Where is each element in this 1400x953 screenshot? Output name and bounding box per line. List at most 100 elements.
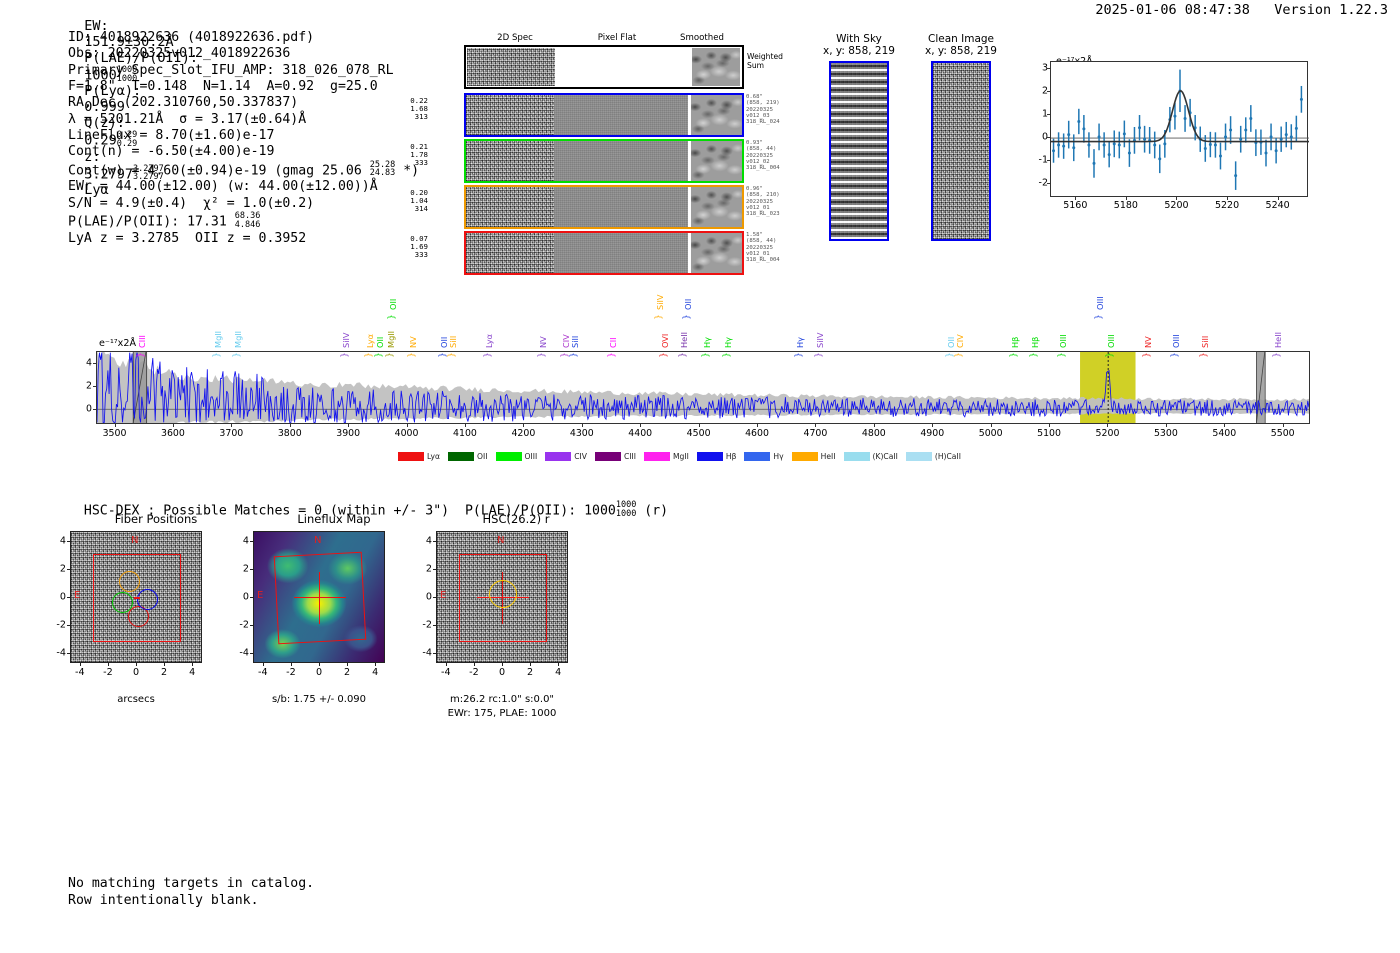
info-line-fwhm: F=1.8" T=0.148 N=1.14 A=0.92 g=25.0 (68, 79, 378, 95)
legend-swatch (696, 452, 723, 461)
fiber-circle (137, 588, 159, 610)
fullspec-xtick-mark (289, 424, 291, 427)
legend-label: HeII (820, 452, 836, 461)
panel-xtick: 2 (161, 667, 168, 678)
panel-xtick-mark (164, 663, 166, 666)
legend-label: Hβ (725, 452, 737, 461)
linefit-ytick-mark (1047, 114, 1050, 116)
lineflux-map-caption: s/b: 1.75 +/- 0.090 (271, 694, 367, 705)
cutout-subtitle-with-sky: x, y: 858, 219 (823, 45, 895, 57)
panel-ytick-mark (67, 568, 70, 570)
linefit-xtick: 5200 (1164, 200, 1189, 211)
linefit-ytick-mark (1047, 160, 1050, 162)
fiber-metric: 333 (414, 158, 428, 168)
panel-ytick-mark (433, 540, 436, 542)
emission-line-brace: { (1197, 352, 1208, 358)
timestamp-version: 2025-01-06 08:47:38 Version 1.22.3 (1095, 2, 1388, 18)
emission-line-brace: { (699, 352, 710, 358)
fiber-row-image (464, 231, 744, 275)
panel-xtick-mark (530, 663, 532, 666)
fiber-metric: 1.78 (410, 150, 428, 160)
fullspec-ytick-mark (93, 386, 96, 388)
linefit-plot-area (1050, 61, 1309, 197)
spec2d-col-title-2dspec: 2D Spec (497, 33, 533, 43)
cutout-clean-image (931, 61, 991, 241)
fullspec-xtick-mark (990, 424, 992, 427)
fiber-metric: 0.22 (410, 96, 428, 105)
panel-xtick: 4 (555, 667, 562, 678)
fiber-info-line: 318_RL_024 (746, 119, 780, 126)
spec2d-col-title-smoothed: Smoothed (680, 33, 724, 43)
panel-xtick-mark (192, 663, 194, 666)
info-line-redshifts: LyA z = 3.2785 OII z = 0.3952 (68, 230, 307, 246)
spec2d-montage: 2D Spec Pixel Flat Smoothed Weighted Sum… (410, 33, 783, 275)
panel-xtick: -4 (75, 667, 85, 678)
hsc-fov-box (459, 554, 547, 642)
hsc-dex-pre: HSC-DEX : Possible Matches = 0 (within +… (83, 503, 585, 519)
linefit-xtick: 5180 (1113, 200, 1138, 211)
panel-xtick-mark (290, 663, 292, 666)
linefit-ytick-mark (1047, 137, 1050, 139)
linefit-xtick: 5240 (1265, 200, 1290, 211)
fiber-info-line: v012_01 (746, 250, 770, 257)
panel-ytick-mark (67, 625, 70, 627)
emission-line-label: OII (682, 298, 693, 310)
bottom-note-line-1: No matching targets in catalog. (68, 876, 315, 891)
fullspec-xtick-mark (406, 424, 408, 427)
hsc-dex-post: (r) (636, 503, 669, 519)
fullspec-xtick: 3700 (219, 428, 244, 439)
fiber-circle (127, 606, 149, 628)
panel-ytick: 0 (242, 591, 249, 603)
panel-xtick: -2 (469, 667, 479, 678)
fullspec-xtick: 3600 (160, 428, 185, 439)
cutout-title-with-sky: With Sky (836, 33, 882, 45)
legend-label: Hγ (773, 452, 784, 461)
fiber-info-line: (858, 44) (746, 146, 777, 153)
panel-xtick-mark (79, 663, 81, 666)
panel-xtick-mark (502, 663, 503, 666)
fullspec-xtick: 5300 (1153, 428, 1178, 439)
fullspec-xtick-mark (523, 424, 525, 427)
emission-line-brace: { (1093, 314, 1104, 320)
emission-line-brace: { (134, 352, 145, 358)
spec2d-col-title-pixelflat: Pixel Flat (597, 33, 637, 43)
bottom-note: No matching targets in catalog. Row inte… (68, 875, 314, 909)
cutout-with-sky (829, 61, 889, 241)
emission-line-brace: { (385, 314, 396, 320)
panel-xtick-mark (136, 663, 137, 666)
fullspec-xtick: 4000 (394, 428, 419, 439)
full-spectrum-chart: e⁻¹⁷x2Å CIII{MgII{MgII{SiIV{Lyα{OII{MgII… (86, 276, 1310, 451)
emission-line-brace: { (567, 352, 578, 358)
linefit-xtick-mark (1176, 197, 1178, 200)
panel-xtick: 0 (498, 667, 506, 678)
fullspec-xtick-mark (464, 424, 466, 427)
emission-line-brace: { (652, 314, 663, 320)
cutout-subtitle-clean-image: x, y: 858, 219 (925, 45, 997, 57)
legend-label: OII (477, 452, 488, 461)
info-line-lineflux: LineFlux = 8.70(±1.60)e-17 (68, 128, 275, 144)
fullspec-xtick-mark (932, 424, 934, 427)
panel-ytick-mark (67, 540, 70, 542)
panel-title-lineflux-map: Lineflux Map (297, 512, 371, 526)
emission-line-brace: { (657, 352, 668, 358)
fullspec-xtick-mark (231, 424, 233, 427)
emission-line-label: Hγ (701, 336, 712, 348)
fiber-positions-xlabel: arcsecs (117, 694, 155, 705)
fiber-info-line: 318_RL_023 (746, 211, 780, 218)
info-line-cont-w: Cont(w) = 4.60(±0.94)e-19 (gmag 25.06 25… (68, 160, 419, 180)
legend-label: CIV (574, 452, 587, 461)
legend-swatch (843, 452, 870, 461)
emission-line-label: Hβ (1030, 336, 1041, 348)
emission-line-label: Hγ (722, 336, 733, 348)
fiber-info-line: 0.93" (746, 140, 763, 146)
fiber-metric: 313 (414, 112, 428, 122)
info-line-lambda: λ = 5201.21Å σ = 3.17(±0.64)Å (68, 111, 307, 127)
emission-line-label: NV (1142, 336, 1153, 348)
ew-value: 151.9±30.2Å (84, 34, 174, 50)
legend-swatch (495, 452, 522, 461)
compass-e-lineflux: E (257, 590, 264, 601)
cont-w-pre: Cont(w) = 4.60(±0.94)e-19 (gmag 25.06 (68, 163, 370, 179)
linefit-svg (1051, 69, 1309, 190)
linefit-ytick: -1 (1038, 154, 1048, 166)
fiber-metric: 1.68 (410, 104, 428, 114)
